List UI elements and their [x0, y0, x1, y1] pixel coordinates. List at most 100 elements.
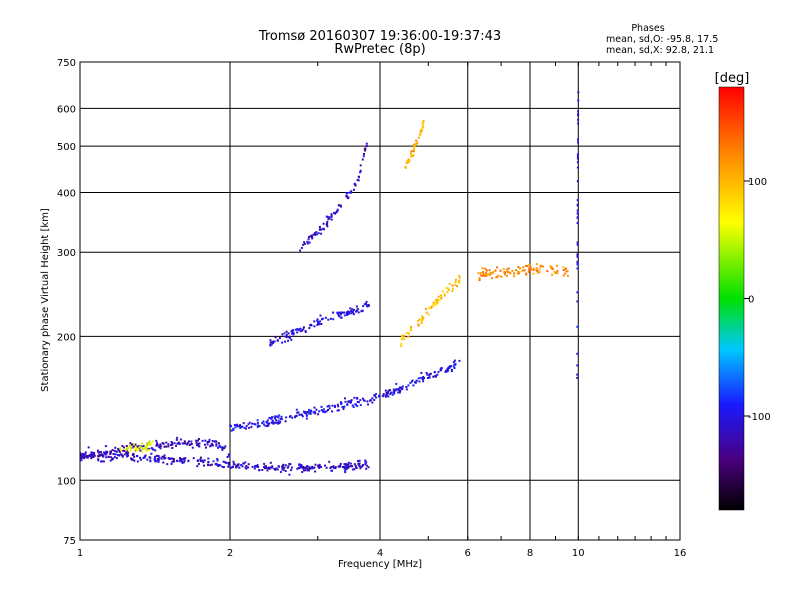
- echo-point: [142, 447, 145, 450]
- echo-point: [91, 451, 94, 454]
- echo-point: [362, 155, 365, 158]
- echo-point: [359, 404, 362, 407]
- echo-point: [350, 399, 353, 402]
- echo-point: [159, 443, 162, 446]
- echo-point: [421, 317, 424, 320]
- echo-point: [240, 464, 243, 466]
- echo-point: [451, 290, 454, 293]
- echo-point: [254, 465, 256, 468]
- phase-box-x-line: mean, sd,X: 92.8, 21.1: [606, 45, 714, 56]
- echo-point: [340, 312, 343, 314]
- echo-point: [148, 440, 151, 443]
- echo-point: [215, 443, 218, 446]
- echo-point: [126, 447, 129, 450]
- echo-point: [576, 155, 579, 158]
- echo-point: [296, 467, 299, 470]
- echo-point: [173, 442, 176, 445]
- echo-point: [346, 403, 349, 406]
- echo-point: [211, 440, 214, 442]
- echo-point: [327, 318, 330, 321]
- echo-point: [179, 438, 182, 441]
- echo-point: [447, 287, 449, 290]
- echo-point: [417, 136, 420, 139]
- echo-point: [308, 468, 311, 470]
- echo-point: [343, 465, 346, 468]
- echo-point: [425, 311, 428, 314]
- echo-point: [97, 459, 100, 462]
- echo-point: [203, 459, 206, 462]
- echo-point: [311, 465, 314, 468]
- echo-point: [163, 457, 166, 460]
- echo-point: [426, 373, 429, 376]
- echo-point: [504, 271, 506, 274]
- echo-point: [203, 443, 206, 446]
- echo-point: [395, 382, 398, 385]
- echo-point: [282, 463, 285, 466]
- y-axis: 75 100 200 300 400 500 600 750: [57, 58, 76, 547]
- echo-point: [407, 384, 410, 387]
- echo-point: [325, 410, 328, 413]
- echo-point: [576, 300, 579, 303]
- echo-point: [268, 422, 271, 425]
- echo-point: [280, 418, 283, 421]
- echo-point: [344, 467, 346, 470]
- echo-point: [344, 400, 347, 403]
- echo-point: [365, 304, 368, 307]
- echo-point: [351, 308, 354, 311]
- echo-point: [367, 305, 370, 307]
- echo-point: [346, 195, 348, 198]
- echo-point: [82, 456, 85, 459]
- echo-point: [144, 454, 147, 457]
- echo-point: [407, 159, 410, 162]
- echo-point: [80, 452, 82, 455]
- echo-point: [458, 359, 461, 362]
- echo-point: [425, 372, 428, 374]
- echo-point: [427, 377, 429, 379]
- echo-point: [296, 328, 299, 331]
- echo-point: [528, 269, 531, 272]
- echo-point: [192, 457, 195, 460]
- echo-point: [343, 311, 346, 314]
- echo-point: [420, 371, 423, 374]
- echo-point: [140, 446, 143, 449]
- echo-point: [407, 335, 410, 338]
- echo-point: [411, 155, 414, 158]
- echo-point: [198, 438, 200, 440]
- echo-point: [290, 469, 293, 472]
- echo-point: [245, 465, 248, 467]
- echo-point: [358, 459, 361, 462]
- echo-point: [356, 400, 359, 403]
- echo-point: [219, 464, 222, 467]
- echo-point: [305, 417, 308, 420]
- echo-point: [179, 460, 182, 463]
- echo-point: [261, 469, 264, 471]
- echo-point: [256, 419, 259, 422]
- echo-point: [343, 405, 346, 408]
- echo-point: [93, 454, 96, 457]
- echo-point: [308, 408, 311, 411]
- echo-point: [350, 190, 353, 193]
- echo-point: [576, 263, 579, 266]
- echo-point: [410, 380, 413, 383]
- echo-point: [339, 316, 342, 319]
- echo-point: [358, 465, 361, 468]
- echo-point: [366, 400, 369, 403]
- echo-point: [128, 444, 131, 447]
- echo-point: [333, 406, 336, 408]
- echo-point: [346, 312, 348, 315]
- trace-x-mode-upper: [404, 120, 425, 169]
- echo-point: [308, 327, 311, 330]
- echo-point: [451, 284, 454, 287]
- echo-point: [239, 424, 241, 427]
- echo-point: [328, 216, 331, 219]
- echo-point: [505, 274, 508, 277]
- echo-point: [326, 220, 329, 223]
- echo-point: [80, 456, 83, 459]
- echo-point: [301, 329, 304, 332]
- echo-point: [298, 463, 301, 466]
- echo-point: [349, 462, 352, 465]
- echo-point: [272, 342, 275, 344]
- echo-point: [447, 288, 450, 291]
- echo-point: [398, 387, 401, 390]
